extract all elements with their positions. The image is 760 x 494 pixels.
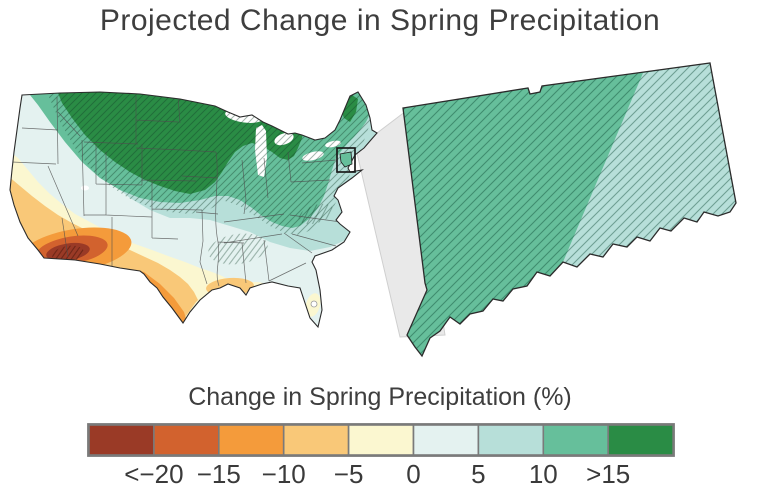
- us-outline: [9, 91, 378, 329]
- legend-tick: −10: [261, 459, 306, 489]
- legend-tick: −5: [333, 459, 364, 489]
- legend-border: [87, 423, 675, 457]
- legend-tick: 0: [406, 459, 421, 489]
- legend-swatch: [153, 424, 220, 456]
- legend-swatch: [607, 424, 674, 456]
- great-salt-lake: [81, 185, 89, 191]
- us-map-fills: [10, 92, 377, 327]
- inset-shadow-wedge: [355, 107, 446, 338]
- legend-tick: <−20: [124, 459, 184, 489]
- legend-swatch: [282, 424, 350, 456]
- state-borders: [11, 96, 349, 287]
- legend-swatch: [412, 424, 480, 456]
- legend-tick: −15: [196, 459, 241, 489]
- legend-ticks: <−20 −15 −10 −5 0 5 10 >15: [0, 459, 760, 491]
- legend-tick: >15: [586, 459, 631, 489]
- legend-swatch: [542, 424, 609, 456]
- hatch-mid-south: [208, 233, 268, 265]
- ct-zoom-box: [336, 147, 356, 173]
- connecticut-mini-shape: [339, 151, 353, 168]
- hatch-southwest-core: [52, 245, 84, 263]
- legend-swatch: [477, 424, 545, 456]
- legend-swatch: [88, 424, 155, 456]
- legend-bar: [87, 423, 675, 457]
- legend-swatch: [218, 424, 285, 456]
- legend-swatch: [347, 424, 415, 456]
- legend-title: Change in Spring Precipitation (%): [188, 383, 572, 411]
- legend-tick: 5: [471, 459, 486, 489]
- legend-tick: 10: [528, 459, 558, 489]
- ct-inset-outline: [402, 62, 737, 358]
- hatch-virginia: [298, 203, 334, 225]
- connecticut-inset: [402, 62, 737, 358]
- page-title: Projected Change in Spring Precipitation: [99, 4, 661, 37]
- lake-okeechobee: [310, 300, 318, 308]
